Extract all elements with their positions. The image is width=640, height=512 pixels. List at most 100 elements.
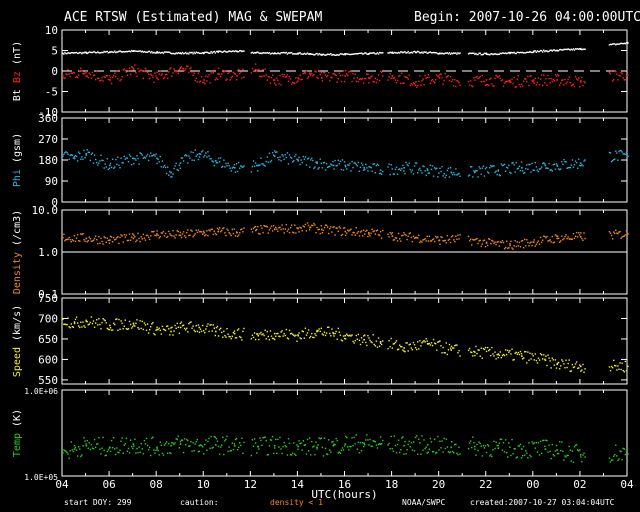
series-value-point <box>273 444 276 447</box>
data-point <box>84 156 86 159</box>
data-point <box>552 49 555 51</box>
data-point <box>517 75 520 77</box>
data-point <box>610 69 613 72</box>
data-point <box>112 322 115 325</box>
data-point <box>328 439 330 441</box>
data-point <box>195 441 197 443</box>
data-point <box>119 167 121 169</box>
data-point <box>102 243 104 245</box>
data-point <box>503 82 506 84</box>
data-point <box>350 228 352 230</box>
data-point <box>63 323 65 325</box>
data-point <box>375 53 378 55</box>
data-point <box>287 228 290 230</box>
data-point <box>444 176 446 179</box>
data-point <box>455 344 457 346</box>
data-point <box>611 238 614 240</box>
data-point <box>471 52 473 55</box>
data-point <box>439 73 441 76</box>
data-point <box>226 328 228 330</box>
series-value-point <box>344 230 347 233</box>
data-point <box>370 166 372 169</box>
data-point <box>225 234 227 237</box>
data-point <box>205 234 207 236</box>
data-point <box>173 53 175 55</box>
series-value-point <box>62 452 64 454</box>
data-point <box>576 79 579 81</box>
data-point <box>429 82 432 85</box>
data-point <box>354 53 356 55</box>
data-point <box>98 77 100 80</box>
data-point <box>101 51 103 54</box>
data-point <box>477 77 479 80</box>
data-point <box>207 440 209 443</box>
data-point <box>514 240 516 242</box>
data-point <box>388 339 390 342</box>
data-point <box>132 233 134 235</box>
data-point <box>429 164 432 166</box>
data-point <box>485 52 488 55</box>
series-value-point <box>426 444 429 446</box>
data-point <box>120 234 122 236</box>
data-point <box>489 238 491 241</box>
data-point <box>264 329 266 331</box>
data-point <box>214 79 217 81</box>
data-point <box>389 173 391 176</box>
data-point <box>550 241 552 243</box>
data-point <box>390 337 392 340</box>
data-point <box>359 166 362 169</box>
data-point <box>317 330 319 332</box>
data-point <box>418 348 420 350</box>
data-point <box>365 52 367 54</box>
data-point <box>535 51 538 53</box>
data-point <box>180 65 183 68</box>
y-tick-label: 650 <box>38 333 58 346</box>
data-point <box>215 77 218 79</box>
data-point <box>178 164 181 167</box>
data-point <box>199 80 202 82</box>
data-point <box>504 81 507 83</box>
data-point <box>76 233 79 236</box>
data-point <box>563 459 565 461</box>
data-point <box>103 319 105 321</box>
data-point <box>426 235 428 238</box>
data-point <box>414 346 417 349</box>
data-point <box>146 444 149 447</box>
data-point <box>316 226 318 229</box>
data-point <box>259 233 261 235</box>
data-point <box>100 51 102 54</box>
data-point <box>573 237 576 240</box>
data-point <box>410 347 413 349</box>
data-point <box>516 51 518 54</box>
data-point <box>126 74 129 76</box>
data-point <box>469 166 472 168</box>
data-point <box>360 449 363 452</box>
data-point <box>155 234 157 237</box>
data-point <box>85 154 87 157</box>
data-point <box>372 52 374 54</box>
data-point <box>537 240 540 242</box>
data-point <box>376 346 379 348</box>
data-point <box>610 234 613 237</box>
data-point <box>166 51 169 53</box>
data-point <box>314 333 316 335</box>
data-point <box>608 366 611 368</box>
data-point <box>474 239 476 241</box>
y-tick-label: 10.0 <box>32 204 59 217</box>
data-point <box>111 158 114 160</box>
data-point <box>227 51 229 53</box>
data-point <box>617 79 619 81</box>
data-point <box>258 52 260 54</box>
data-point <box>177 72 179 75</box>
data-point <box>564 455 566 457</box>
data-point <box>429 240 432 242</box>
data-point <box>616 455 618 457</box>
data-point <box>561 161 563 163</box>
data-point <box>257 69 259 71</box>
data-point <box>280 159 282 162</box>
data-point <box>158 327 160 329</box>
data-point <box>494 447 496 450</box>
data-point <box>335 330 337 333</box>
data-point <box>125 328 128 330</box>
